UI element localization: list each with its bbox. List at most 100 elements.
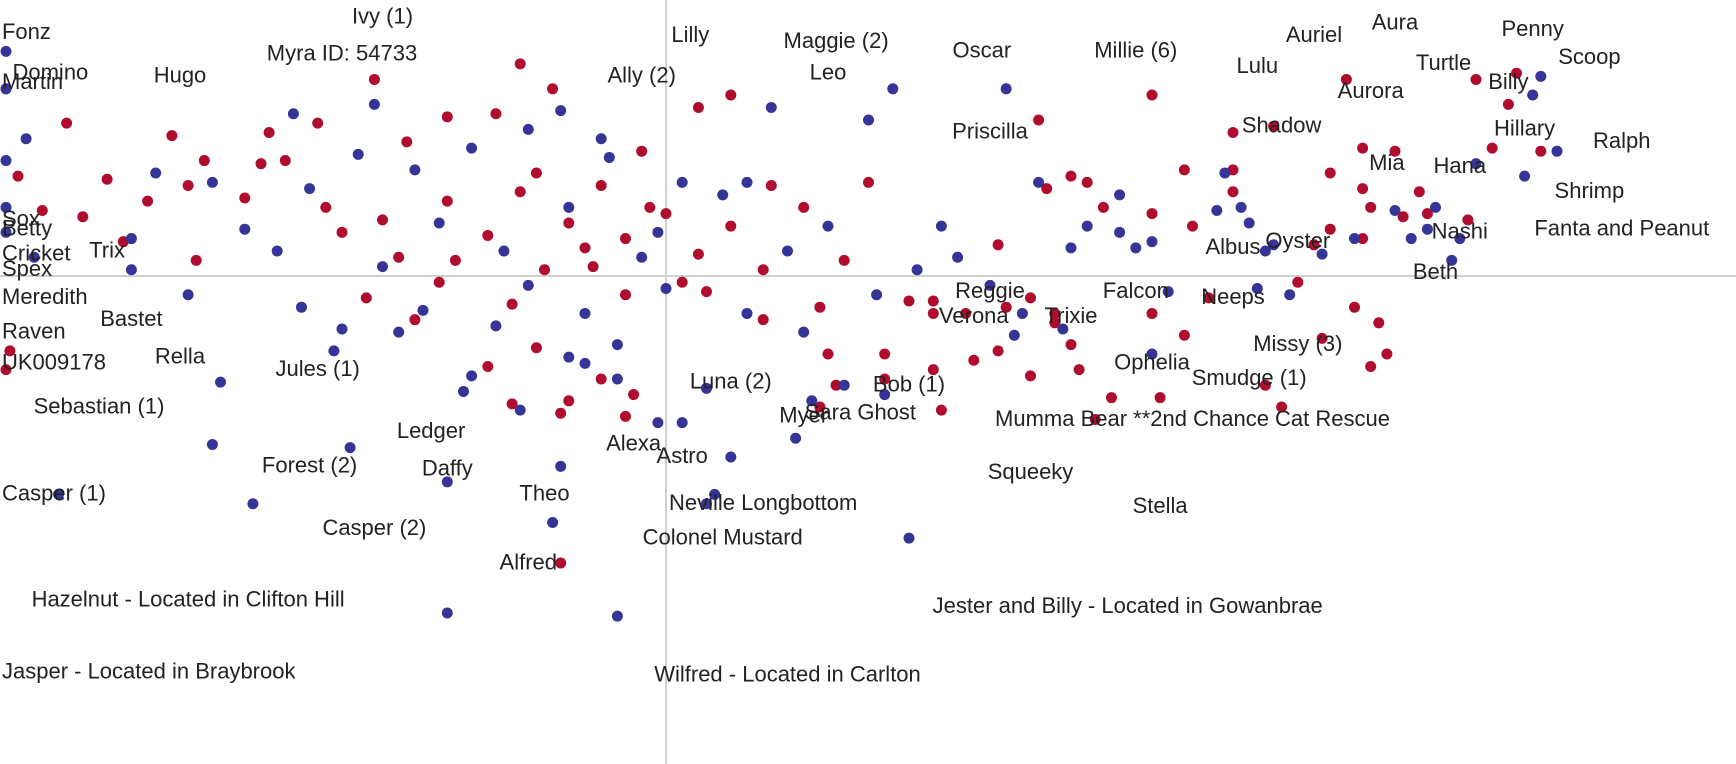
red-data-point[interactable] (1276, 401, 1288, 413)
blue-data-point[interactable] (611, 339, 623, 351)
red-data-point[interactable] (530, 342, 542, 354)
red-data-point[interactable] (360, 292, 372, 304)
red-data-point[interactable] (409, 314, 421, 326)
red-data-point[interactable] (0, 364, 12, 376)
blue-data-point[interactable] (206, 438, 218, 450)
blue-data-point[interactable] (522, 123, 534, 135)
blue-data-point[interactable] (182, 289, 194, 301)
blue-data-point[interactable] (466, 142, 478, 154)
red-data-point[interactable] (822, 348, 834, 360)
blue-data-point[interactable] (676, 176, 688, 188)
red-data-point[interactable] (879, 373, 891, 385)
red-data-point[interactable] (701, 286, 712, 298)
blue-data-point[interactable] (1243, 217, 1255, 229)
red-data-point[interactable] (903, 295, 915, 307)
blue-data-point[interactable] (1259, 245, 1271, 257)
red-data-point[interactable] (279, 155, 291, 167)
blue-data-point[interactable] (304, 183, 316, 195)
red-data-point[interactable] (1349, 301, 1360, 313)
blue-data-point[interactable] (441, 607, 453, 619)
blue-data-point[interactable] (1446, 254, 1458, 266)
blue-data-point[interactable] (1251, 282, 1263, 294)
red-data-point[interactable] (587, 261, 599, 273)
red-data-point[interactable] (757, 264, 769, 276)
blue-data-point[interactable] (0, 201, 12, 213)
red-data-point[interactable] (1227, 186, 1239, 198)
blue-data-point[interactable] (441, 476, 453, 488)
red-data-point[interactable] (77, 211, 89, 223)
blue-data-point[interactable] (433, 217, 445, 229)
red-data-point[interactable] (506, 298, 518, 310)
red-data-point[interactable] (1413, 186, 1425, 198)
red-data-point[interactable] (960, 307, 972, 319)
blue-data-point[interactable] (547, 516, 559, 528)
red-data-point[interactable] (1389, 145, 1401, 157)
red-data-point[interactable] (992, 239, 1004, 251)
blue-data-point[interactable] (0, 83, 12, 95)
blue-data-point[interactable] (409, 164, 421, 176)
red-data-point[interactable] (1357, 183, 1369, 195)
red-data-point[interactable] (1470, 73, 1482, 85)
blue-data-point[interactable] (935, 220, 947, 232)
red-data-point[interactable] (490, 108, 502, 120)
blue-data-point[interactable] (579, 307, 591, 319)
red-data-point[interactable] (1365, 360, 1377, 372)
red-data-point[interactable] (1316, 332, 1328, 344)
red-data-point[interactable] (1178, 329, 1190, 341)
red-data-point[interactable] (1065, 170, 1077, 182)
blue-data-point[interactable] (725, 451, 737, 463)
red-data-point[interactable] (1025, 292, 1036, 304)
blue-data-point[interactable] (603, 151, 615, 163)
red-data-point[interactable] (449, 254, 461, 266)
blue-data-point[interactable] (563, 351, 575, 363)
blue-data-point[interactable] (458, 385, 469, 397)
blue-data-point[interactable] (1114, 226, 1126, 238)
blue-data-point[interactable] (368, 98, 380, 110)
red-data-point[interactable] (482, 360, 494, 372)
red-data-point[interactable] (1033, 114, 1045, 126)
blue-data-point[interactable] (798, 326, 810, 338)
red-data-point[interactable] (620, 233, 631, 245)
blue-data-point[interactable] (822, 220, 834, 232)
blue-data-point[interactable] (952, 251, 964, 263)
red-data-point[interactable] (441, 195, 453, 207)
blue-data-point[interactable] (1470, 158, 1482, 170)
red-data-point[interactable] (1227, 126, 1239, 138)
red-data-point[interactable] (255, 158, 267, 170)
red-data-point[interactable] (1373, 317, 1385, 329)
blue-data-point[interactable] (1389, 204, 1401, 216)
red-data-point[interactable] (725, 89, 737, 101)
blue-data-point[interactable] (53, 488, 64, 500)
blue-data-point[interactable] (206, 176, 218, 188)
blue-data-point[interactable] (215, 376, 226, 388)
blue-data-point[interactable] (1527, 89, 1539, 101)
red-data-point[interactable] (814, 401, 826, 413)
red-data-point[interactable] (377, 214, 388, 226)
blue-data-point[interactable] (0, 45, 12, 57)
red-data-point[interactable] (1292, 276, 1304, 288)
blue-data-point[interactable] (377, 261, 388, 273)
blue-data-point[interactable] (287, 108, 299, 120)
blue-data-point[interactable] (741, 176, 753, 188)
red-data-point[interactable] (1049, 317, 1061, 329)
blue-data-point[interactable] (20, 133, 32, 145)
red-data-point[interactable] (1324, 167, 1336, 179)
red-data-point[interactable] (539, 264, 550, 276)
red-data-point[interactable] (142, 195, 154, 207)
blue-data-point[interactable] (1405, 233, 1417, 245)
blue-data-point[interactable] (417, 304, 429, 316)
red-data-point[interactable] (1397, 211, 1409, 223)
blue-data-point[interactable] (1057, 323, 1069, 335)
red-data-point[interactable] (1000, 301, 1012, 313)
blue-data-point[interactable] (709, 488, 721, 500)
blue-data-point[interactable] (701, 498, 712, 510)
red-data-point[interactable] (935, 404, 947, 416)
blue-data-point[interactable] (1146, 236, 1158, 248)
blue-data-point[interactable] (1081, 220, 1093, 232)
blue-data-point[interactable] (1454, 233, 1466, 245)
red-data-point[interactable] (636, 145, 648, 157)
blue-data-point[interactable] (1421, 223, 1433, 235)
red-data-point[interactable] (1089, 414, 1101, 426)
red-data-point[interactable] (239, 192, 251, 204)
red-data-point[interactable] (190, 254, 202, 266)
